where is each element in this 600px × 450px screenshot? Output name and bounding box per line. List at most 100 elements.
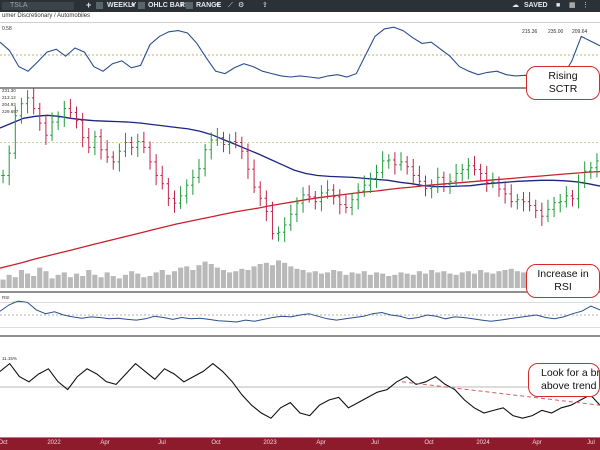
volume-bar [37,267,43,288]
trash-icon[interactable]: ■ [556,2,561,9]
volume-bar [404,273,410,288]
volume-bar [153,272,159,288]
volume-bar [502,270,508,288]
volume-bar [55,274,61,288]
x-axis-label: 2022 [47,440,61,446]
volume-bar [251,266,257,288]
sctr-value-label: 0.58 [2,26,12,32]
volume-bar [386,276,392,288]
volume-bar [300,270,306,288]
volume-bar [325,272,331,288]
performance-label: 11.15% [2,356,17,361]
volume-bar [31,276,37,288]
volume-bar [355,273,361,288]
chart-canvas: 0.58 215.36 235.00 209.64 231.30 213.12 204.93… [0,26,600,438]
x-axis-label: Apr [100,440,110,446]
volume-bar [141,277,147,288]
volume-bar [496,271,502,288]
volume-bar [263,262,269,288]
volume-bar [422,273,428,288]
volume-bar [86,270,92,288]
volume-bar [147,276,153,288]
volume-bar [61,272,67,288]
volume-bar [116,278,122,288]
share-icon[interactable]: ⇪ [262,2,268,9]
volume-bar [380,273,386,288]
volume-bar [98,277,104,288]
chevron-down-icon[interactable]: ▾ [180,2,184,9]
price-label-3: 229.697 [2,109,19,114]
volume-bar [233,271,239,288]
volume-bar [239,268,245,288]
volume-bar [6,274,12,288]
chart-type-dropdown[interactable]: OHLC BARS [148,2,190,9]
x-axis-label: 2023 [263,440,277,446]
rsi-line [0,300,600,323]
range-icon [186,2,193,9]
volume-bar [306,272,312,288]
symbol-input[interactable]: TSLA [2,2,74,10]
range-dropdown[interactable]: RANGE [196,2,222,9]
volume-bar [196,265,202,288]
price-label-1: 213.12 [2,95,16,100]
volume-bar [80,276,86,288]
breakout-callout-line2: above trend [541,380,597,392]
calendar-icon [96,2,103,9]
rsi-callout-line2: RSI [554,281,572,293]
sctr-line [0,26,600,79]
volume-bar [165,274,171,288]
sector-label: umer Discretionary / Automobiles [2,13,91,19]
volume-bar [312,271,318,288]
resistance-trendline [401,381,600,406]
volume-bar [484,272,490,288]
price-label-0: 231.30 [2,88,16,93]
volume-bar [282,262,288,288]
volume-bar [43,271,49,288]
volume-bar [435,272,441,288]
volume-bar [220,270,226,288]
volume-bar [104,272,110,288]
volume-bar [465,271,471,288]
breakout-callout: Look for a br above trend [528,363,600,397]
volume-bar [343,274,349,288]
volume-bar [398,272,404,288]
volume-bar [276,260,282,288]
volume-bar [331,270,337,288]
rsi-label: RSI [2,295,10,300]
chevron-down-icon[interactable]: ▾ [131,2,135,9]
volume-bar [514,271,520,288]
volume-bar [429,270,435,288]
volume-bar [159,270,165,288]
volume-bar [367,274,373,288]
volume-bar [12,277,18,288]
rsi-callout: Increase in RSI [526,264,600,298]
sctr-readout-2: 209.64 [572,29,588,35]
cloud-icon: ☁ [512,2,519,9]
volume-bar [478,270,484,288]
chevron-down-icon[interactable]: ▾ [216,2,220,9]
line-chart-icon[interactable]: ⟋ [228,2,233,9]
dots-icon[interactable]: ⋮ [582,2,589,9]
moving-average-line-1 [0,170,600,269]
period-dropdown[interactable]: WEEKLY [107,2,137,9]
settings-icon[interactable]: ⚙ [238,2,245,9]
volume-bar [49,278,55,288]
volume-bar [337,271,343,288]
grid-icon[interactable]: ▦ [569,2,576,9]
volume-bar [269,265,275,288]
volume-bar [135,273,141,288]
volume-bar [214,267,220,288]
volume-bar [110,276,116,288]
volume-bar [208,264,214,288]
plus-icon[interactable]: + [86,0,92,10]
chart-type-icon [138,2,145,9]
volume-bar [392,274,398,288]
sctr-callout: Rising SCTR [526,66,600,100]
bottom-bar: Oct 2022 Apr Jul Oct 2023 Apr Jul Oct 2024 Apr Jul [0,438,600,450]
volume-bar [453,274,459,288]
x-axis-label: Jul [371,440,379,446]
volume-bar [25,273,31,288]
volume-bar [178,267,184,288]
breakout-callout-line1: Look for a br [541,367,600,379]
x-axis-label: Apr [532,440,542,446]
